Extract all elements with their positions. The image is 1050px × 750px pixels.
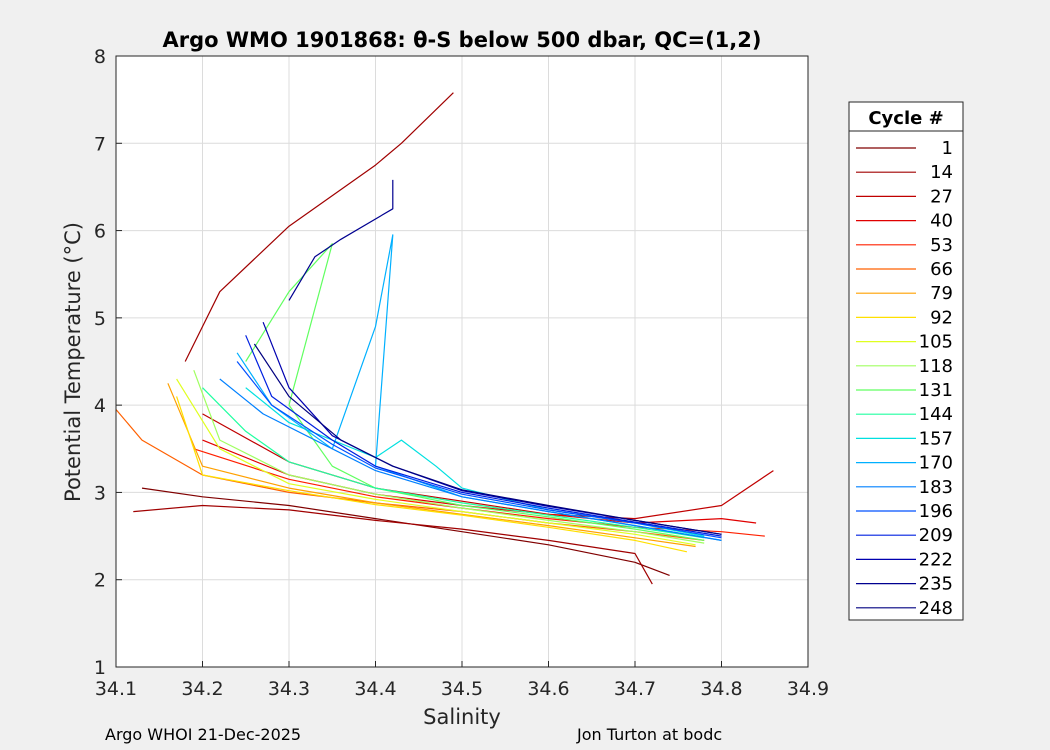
x-tick-label: 34.5 (441, 678, 483, 700)
legend-label: 79 (930, 283, 953, 304)
series-line-118 (193, 369, 705, 544)
legend-label: 222 (919, 549, 953, 570)
y-tick-label: 7 (94, 133, 106, 155)
x-tick-label: 34.7 (614, 678, 656, 700)
chart-title: Argo WMO 1901868: θ-S below 500 dbar, QC… (163, 28, 762, 52)
x-tick-label: 34.3 (268, 678, 310, 700)
legend-label: 92 (930, 307, 953, 328)
y-axis-label: Potential Temperature (°C) (61, 222, 85, 502)
legend-label: 66 (930, 259, 953, 280)
y-tick-label: 4 (94, 395, 106, 417)
x-tick-label: 34.8 (700, 678, 742, 700)
legend-label: 27 (930, 186, 953, 207)
legend-label: 183 (919, 477, 953, 498)
series-layer (115, 92, 774, 585)
legend-label: 14 (930, 162, 953, 183)
x-axis-ticks: 34.1 34.2 34.3 34.4 34.5 34.6 34.7 34.8 34.9 (95, 661, 829, 700)
series-line-131 (245, 243, 705, 541)
x-tick-label: 34.1 (95, 678, 137, 700)
x-tick-label: 34.9 (787, 678, 829, 700)
y-tick-label: 5 (94, 308, 106, 330)
footer-right: Jon Turton at bodc (576, 725, 722, 744)
legend-label: 235 (919, 574, 953, 595)
series-line-92 (176, 396, 688, 553)
legend-label: 170 (919, 453, 953, 474)
series-line-14 (133, 504, 653, 585)
legend-items: 1 14 27 40 53 66 79 92 105 118 131 144 157 170 183 196 2… (856, 138, 953, 619)
legend-label: 105 (919, 332, 953, 353)
x-axis-label: Salinity (423, 705, 501, 729)
series-line-144 (202, 387, 705, 539)
legend-label: 53 (930, 235, 953, 256)
y-tick-label: 3 (94, 482, 106, 504)
legend-label: 196 (919, 501, 953, 522)
legend-label: 157 (919, 428, 953, 449)
x-tick-label: 34.4 (354, 678, 396, 700)
y-tick-label: 2 (94, 570, 106, 592)
legend-label: 118 (919, 356, 953, 377)
series-line-79 (167, 383, 696, 548)
x-tick-label: 34.2 (181, 678, 223, 700)
series-line-248 (253, 343, 722, 535)
series-line-209 (245, 335, 722, 537)
legend-label: 248 (919, 598, 953, 619)
series-line-14b (184, 92, 454, 362)
series-line-105 (176, 378, 696, 546)
series-line-235 (288, 179, 394, 301)
y-tick-label: 6 (94, 221, 106, 243)
series-line-53 (193, 448, 765, 537)
y-tick-label: 1 (94, 657, 106, 679)
y-axis-ticks: 1 2 3 4 5 6 7 8 (94, 46, 122, 679)
legend-title: Cycle # (868, 108, 943, 129)
legend-box (848, 101, 964, 621)
legend-label: 1 (942, 138, 953, 159)
legend-label: 40 (930, 211, 953, 232)
legend-label: 209 (919, 525, 953, 546)
y-tick-label: 8 (94, 46, 106, 68)
footer-left: Argo WHOI 21-Dec-2025 (105, 725, 301, 744)
series-line-196 (236, 361, 722, 539)
series-line-183 (219, 378, 722, 541)
legend-label: 131 (919, 380, 953, 401)
legend-label: 144 (919, 404, 953, 425)
legend: Cycle # 1 14 27 40 53 66 79 92 105 118 131 144 157 17… (848, 101, 964, 621)
x-tick-label: 34.6 (527, 678, 569, 700)
